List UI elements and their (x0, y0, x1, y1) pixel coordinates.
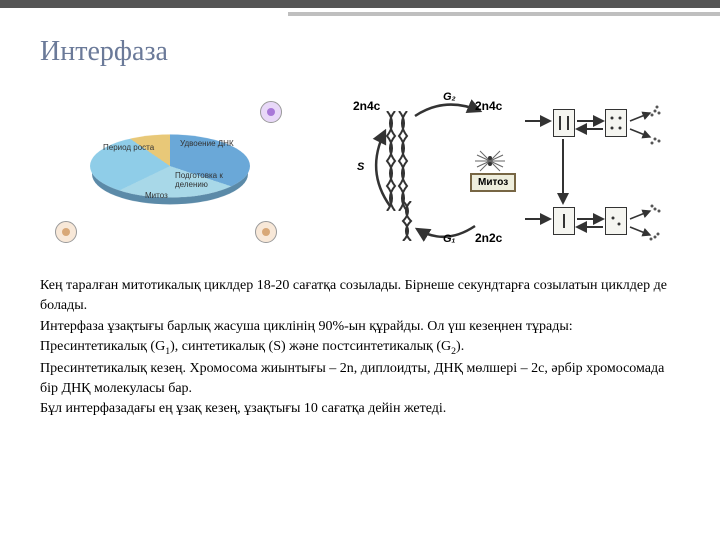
para-4: Пресинтетикалық кезең. Хромосома жиынтығ… (40, 359, 680, 400)
body-text: Кең таралған митотикалық циклдер 18-20 с… (40, 276, 680, 420)
cell-box-top-2 (605, 109, 627, 137)
cycle-label-tl: 2n4c (353, 99, 380, 113)
cell-box-top-1 (553, 109, 575, 137)
cell-box-bot-2 (605, 207, 627, 235)
pie-diagram: Период роста Удвоение ДНК Подготовка к д… (55, 91, 285, 251)
pie-label-prep: Подготовка к делению (175, 171, 235, 189)
para-1: Кең таралған митотикалық циклдер 18-20 с… (40, 276, 680, 317)
pie-label-mitosis: Митоз (145, 191, 168, 200)
pie-label-growth: Период роста (103, 143, 154, 152)
cell-box-bot-1 (553, 207, 575, 235)
page-title: Интерфаза (40, 36, 720, 68)
header-bar-dark (0, 0, 720, 8)
para-5: Бұл интерфазадағы ең ұзақ кезең, ұзақтығ… (40, 399, 680, 419)
cell-dot (55, 221, 77, 243)
mitosis-box: Митоз (470, 173, 516, 192)
pie-label-dna: Удвоение ДНК (180, 139, 234, 148)
diagram-row: Период роста Удвоение ДНК Подготовка к д… (30, 86, 690, 256)
cycle-diagram: G₂ G₁ S 2n4c 2n4c 2n2c Митоз (335, 91, 665, 251)
header-bar-light (288, 12, 720, 16)
cycle-label-s: S (357, 161, 364, 173)
cycle-label-g1: G₁ (443, 233, 455, 245)
cycle-label-br: 2n2c (475, 231, 502, 245)
cell-dot (255, 221, 277, 243)
cell-dot (260, 101, 282, 123)
cycle-label-tr: 2n4c (475, 99, 502, 113)
para-2: Интерфаза ұзақтығы барлық жасуша цикліні… (40, 317, 680, 337)
cycle-label-g2: G₂ (443, 91, 456, 103)
para-3: Пресинтетикалық (G1), синтетикалық (S) ж… (40, 337, 680, 359)
